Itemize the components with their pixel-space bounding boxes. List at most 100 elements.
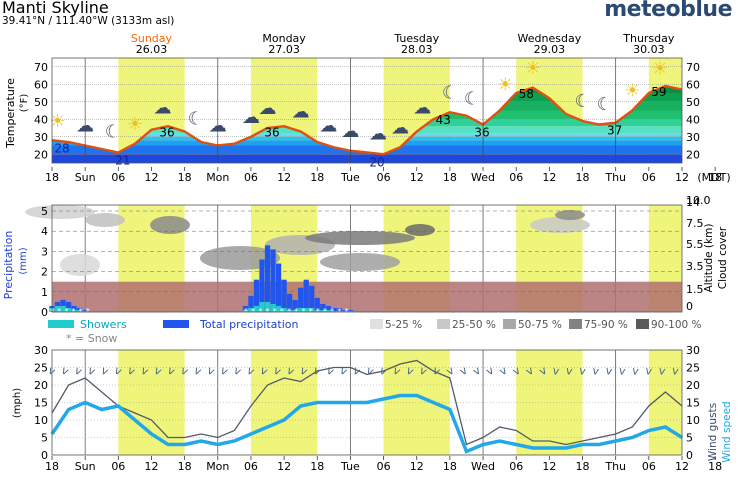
day-name: Tuesday: [393, 32, 439, 45]
cloud-cover-blob: [405, 224, 435, 236]
temp-value-label: 28: [54, 141, 69, 155]
legend-total-swatch: [163, 320, 189, 328]
wind-direction-arrow: v: [272, 364, 284, 379]
wind-direction-arrow: v: [232, 364, 244, 379]
snow-marker: *: [337, 307, 341, 316]
x-tick-label-wind: 12: [675, 460, 689, 473]
x-tick-label-wind: 18: [178, 460, 192, 473]
wind-frame: [51, 349, 683, 456]
temp-ytick-right: 50: [686, 96, 700, 109]
temp-value-label: 43: [436, 113, 451, 127]
wind-direction-arrow: v: [404, 364, 416, 379]
precip-shower-bar: [287, 309, 293, 312]
prec-ytick-left: 5: [41, 205, 48, 218]
wind-direction-arrow: v: [658, 364, 667, 378]
precip-total-bar: [325, 305, 331, 312]
wind-ytick-right: 5: [686, 432, 693, 445]
snow-cloud-icon: ☁: [391, 117, 409, 138]
wind-direction-arrow: v: [605, 364, 614, 378]
x-tick-label-wind: Sun: [75, 460, 96, 473]
sun-icon: ☀: [127, 114, 143, 135]
x-tick-label-wind: 06: [642, 460, 656, 473]
prec-ytick-left: 2: [41, 266, 48, 279]
x-tick-label-temp: Mon: [206, 171, 229, 184]
cloud-cover-blob: [305, 231, 415, 245]
x-tick-label-wind: 12: [144, 460, 158, 473]
wind-direction-arrow: v: [338, 364, 350, 379]
temp-ytick-left: 50: [34, 96, 48, 109]
x-tick-label-temp: 18: [178, 171, 192, 184]
x-tick-label-wind: 06: [111, 460, 125, 473]
temp-value-label: 36: [264, 125, 279, 139]
wind-ylabel-gusts: Wind gusts: [707, 403, 719, 461]
temp-ytick-right: 70: [686, 61, 700, 74]
snow-marker: *: [86, 307, 90, 316]
x-tick-label-temp: 06: [244, 171, 258, 184]
legend-cloud-label: 50-75 %: [518, 319, 562, 331]
precip-shower-bar: [270, 303, 276, 312]
legend-cloud-swatch: [569, 319, 582, 329]
x-tick-label-wind: 18: [708, 460, 722, 473]
legend-cloud-swatch: [370, 319, 383, 329]
x-tick-label-wind: 18: [443, 460, 457, 473]
prec-ytick-left: 0: [41, 306, 48, 319]
x-tick-label-wind: Thu: [604, 460, 626, 473]
x-tick-label-wind: 06: [244, 460, 258, 473]
precip-total-bar: [253, 279, 260, 312]
precip-shower-bar: [325, 309, 331, 312]
wind-direction-arrow: v: [552, 364, 561, 378]
snow-marker: *: [323, 307, 327, 316]
wind-direction-arrow: v: [631, 364, 640, 378]
sun-cloud-icon: ☀: [49, 111, 65, 132]
snow-marker: *: [57, 307, 61, 316]
wind-ytick-left: 30: [34, 344, 48, 357]
prec-ytick-left: 4: [41, 225, 48, 238]
precip-total-bar: [77, 307, 83, 312]
temp-cold-band: [52, 140, 682, 146]
moon-cloud-icon: ☾: [105, 121, 121, 142]
x-tick-label-temp: 12: [410, 171, 424, 184]
ground-band: [52, 281, 682, 312]
precip-shower-bar: [77, 309, 83, 312]
snow-marker: *: [287, 307, 291, 316]
precip-shower-bar: [54, 305, 61, 312]
legend-cloud-label: 5-25 %: [385, 319, 422, 331]
snow-cloud-icon: ☁: [242, 107, 260, 128]
wind-ytick-right: 25: [686, 362, 700, 375]
legend-cloud-swatch: [503, 319, 516, 329]
precip-shower-bar: [65, 307, 72, 312]
precip-total-bar: [331, 307, 337, 312]
precip-total-bar: [281, 279, 287, 312]
prec-ytick-right: 3.5: [686, 260, 704, 273]
wind-direction-arrow: v: [497, 363, 510, 378]
wind-direction-arrow: v: [139, 364, 151, 379]
wind-direction-arrow: v: [179, 364, 191, 379]
snow-marker: *: [273, 307, 277, 316]
moon-cloud-icon: ☾: [188, 109, 204, 130]
moon-cloud-icon: ☾: [597, 94, 613, 115]
wind-direction-arrow: v: [99, 364, 111, 379]
precip-total-bar: [336, 307, 342, 312]
precip-shower-bar: [336, 310, 342, 312]
precip-shower-bar: [82, 310, 88, 312]
temp-ytick-right: 20: [686, 148, 700, 161]
snow-marker: *: [309, 307, 313, 316]
cloud-icon: ☁: [413, 97, 431, 118]
wind-direction-arrow: v: [258, 364, 270, 379]
temp-value-label: 58: [519, 87, 534, 101]
wind-ytick-right: 30: [686, 344, 700, 357]
snow-cloud-icon: ☁: [259, 98, 277, 119]
x-tick-label-wind: Tue: [340, 460, 360, 473]
prec-ytick-right: 0: [686, 300, 693, 313]
wind-direction-arrow: v: [59, 364, 71, 379]
snow-marker: *: [301, 307, 305, 316]
wind-direction-arrow: v: [245, 364, 257, 379]
precip-shower-bar: [314, 309, 320, 312]
snow-marker: *: [251, 307, 255, 316]
prec-ytick-left: 3: [41, 245, 48, 258]
moon-cloud-icon: ☾: [442, 82, 458, 103]
day-date: 27.03: [268, 43, 300, 56]
x-tick-label-temp: Wed: [471, 171, 495, 184]
wind-direction-arrow: v: [671, 364, 680, 378]
legend-snow-label: * = Snow: [66, 332, 117, 345]
